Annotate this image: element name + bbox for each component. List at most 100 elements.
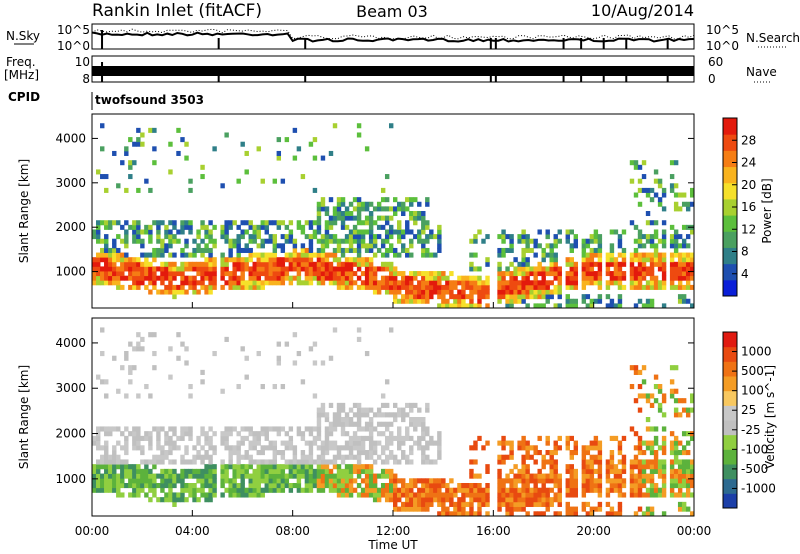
power-cell-481 xyxy=(260,261,265,267)
velocity-cell-1650 xyxy=(685,478,691,484)
power-cell-77 xyxy=(116,247,121,253)
power-cell-938 xyxy=(401,229,406,235)
power-cell-395 xyxy=(232,284,237,290)
power-cell-1518 xyxy=(645,271,651,277)
power-cell-1532 xyxy=(649,275,655,281)
velocity-cell-481 xyxy=(260,468,265,474)
velocity-cell-1547 xyxy=(653,468,659,474)
power-cell-658 xyxy=(320,201,326,207)
velocity-cell-1198 xyxy=(517,478,522,484)
power-cell-132 xyxy=(136,271,141,277)
power-cell-1102 xyxy=(469,266,474,272)
power-cell-628 xyxy=(312,155,318,161)
power-cell-886 xyxy=(384,174,390,180)
power-cell-642 xyxy=(316,215,322,221)
power-cell-954 xyxy=(405,197,410,203)
power-cell-757 xyxy=(348,229,354,235)
power-cell-1245 xyxy=(533,275,538,281)
power-cell-415 xyxy=(236,234,241,240)
velocity-cell-768 xyxy=(352,435,358,441)
power-cell-32 xyxy=(100,123,105,129)
power-cell-49 xyxy=(108,275,113,281)
velocity-cell-1558 xyxy=(657,492,663,498)
power-cell-698 xyxy=(332,215,338,221)
velocity-cell-1304 xyxy=(553,440,558,446)
power-cell-449 xyxy=(248,238,253,244)
velocity-cell-983 xyxy=(417,497,422,503)
power-cell-1101 xyxy=(469,275,474,281)
power-cell-1525 xyxy=(645,211,651,217)
power-cell-252 xyxy=(176,271,181,277)
power-cell-317 xyxy=(200,261,205,267)
velocity-cell-123 xyxy=(132,440,137,446)
power-cell-691 xyxy=(332,266,338,272)
power-cell-902 xyxy=(393,298,398,304)
velocity-cell-1004 xyxy=(421,435,426,441)
power-ytick-label-0: 4000 xyxy=(55,131,86,145)
power-cell-1342 xyxy=(573,280,579,286)
power-cell-876 xyxy=(384,261,390,267)
velocity-cell-1124 xyxy=(481,501,486,507)
power-cell-217 xyxy=(164,261,169,267)
velocity-cell-1600 xyxy=(669,379,675,385)
power-cell-1634 xyxy=(681,284,687,290)
power-cell-1433 xyxy=(613,271,619,277)
velocity-cell-1333 xyxy=(569,473,574,479)
velocity-cell-327 xyxy=(204,483,209,489)
power-cell-1134 xyxy=(485,275,490,281)
power-cbar-swatch-5 xyxy=(723,198,737,216)
velocity-cell-201 xyxy=(160,497,165,503)
velocity-cell-406 xyxy=(236,487,241,493)
power-cell-822 xyxy=(368,271,374,277)
velocity-cell-1609 xyxy=(673,450,679,456)
power-cell-882 xyxy=(384,220,390,226)
velocity-cell-1617 xyxy=(673,365,679,371)
power-cell-1540 xyxy=(649,234,655,240)
velocity-cell-533 xyxy=(276,355,282,361)
velocity-cell-984 xyxy=(417,492,422,498)
velocity-cell-1493 xyxy=(637,450,643,456)
power-cell-1594 xyxy=(669,243,675,249)
velocity-cell-468 xyxy=(256,473,261,479)
power-cell-88 xyxy=(120,238,125,244)
power-cell-59 xyxy=(112,275,117,281)
power-cell-1516 xyxy=(645,284,651,290)
velocity-cell-882 xyxy=(384,426,390,432)
power-cell-957 xyxy=(409,289,414,295)
velocity-cell-6 xyxy=(92,440,97,446)
power-cell-1013 xyxy=(425,280,430,286)
power-cell-416 xyxy=(236,224,241,230)
velocity-cell-748 xyxy=(348,483,354,489)
velocity-cell-122 xyxy=(132,445,137,451)
power-cell-1591 xyxy=(669,261,675,267)
velocity-cell-1292 xyxy=(549,450,554,456)
velocity-cell-711 xyxy=(336,445,342,451)
power-cell-1402 xyxy=(597,266,603,272)
velocity-cell-1659 xyxy=(685,407,691,413)
power-cell-356 xyxy=(212,261,217,267)
power-cell-846 xyxy=(372,220,378,226)
power-cell-771 xyxy=(352,206,358,212)
velocity-cell-1462 xyxy=(629,478,635,484)
power-cell-1259 xyxy=(537,243,542,249)
velocity-cell-727 xyxy=(340,426,346,432)
beam-title: Beam 03 xyxy=(356,2,428,21)
velocity-cell-192 xyxy=(156,483,161,489)
velocity-cell-854 xyxy=(376,431,382,437)
power-cell-1285 xyxy=(549,280,554,286)
velocity-cell-1405 xyxy=(597,459,603,465)
velocity-cell-94 xyxy=(124,464,129,470)
velocity-cell-422 xyxy=(240,473,245,479)
velocity-cell-597 xyxy=(304,478,310,484)
power-cell-1467 xyxy=(629,220,635,226)
power-cell-1027 xyxy=(429,280,434,286)
velocity-cell-31 xyxy=(100,351,105,357)
power-cell-1165 xyxy=(505,284,510,290)
velocity-cell-412 xyxy=(236,454,241,460)
velocity-cell-1348 xyxy=(573,445,579,451)
velocity-cell-1055 xyxy=(441,501,446,507)
power-cbar-swatch-10 xyxy=(723,118,737,135)
velocity-cell-48 xyxy=(108,487,113,493)
power-cell-1381 xyxy=(589,257,595,263)
power-cell-631 xyxy=(316,275,322,281)
